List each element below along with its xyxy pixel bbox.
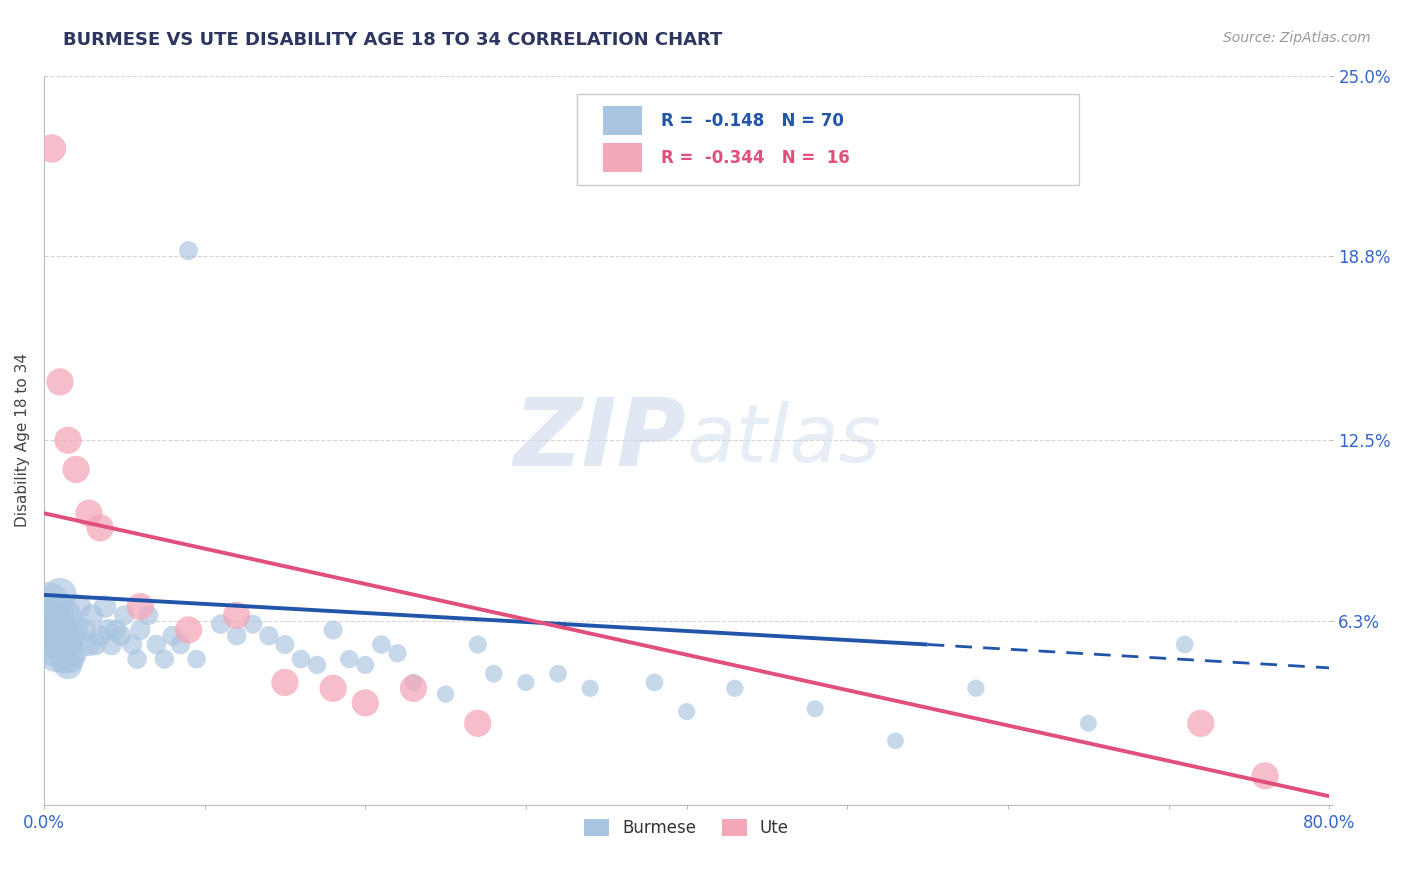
Point [48, 629, 70, 643]
Point [84, 638, 107, 652]
Point [675, 705, 697, 719]
Point [49, 375, 72, 389]
Point [274, 675, 297, 690]
Text: Source: ZipAtlas.com: Source: ZipAtlas.com [1223, 31, 1371, 45]
Point [65, 462, 87, 476]
Point [467, 638, 489, 652]
Legend: Burmese, Ute: Burmese, Ute [578, 813, 796, 844]
Point [337, 652, 360, 666]
Point [42, 608, 65, 623]
Point [41, 141, 63, 155]
Point [354, 696, 377, 710]
Point [110, 629, 132, 643]
Point [77, 506, 100, 520]
Point [322, 681, 344, 696]
Point [100, 638, 122, 652]
Point [37, 599, 59, 614]
Point [38, 617, 60, 632]
Point [82, 608, 104, 623]
Point [209, 617, 232, 632]
Point [547, 666, 569, 681]
Point [965, 681, 987, 696]
Point [121, 638, 143, 652]
Point [55, 638, 77, 652]
Point [49, 588, 72, 602]
Point [467, 716, 489, 731]
Point [67, 599, 90, 614]
Point [370, 638, 392, 652]
Point [1174, 638, 1197, 652]
Point [56, 608, 79, 623]
Point [129, 623, 152, 637]
Point [804, 702, 827, 716]
Point [402, 675, 425, 690]
Point [724, 681, 747, 696]
Point [56, 657, 79, 672]
Point [884, 734, 907, 748]
Point [129, 599, 152, 614]
Point [1077, 716, 1099, 731]
Point [45, 646, 67, 660]
FancyBboxPatch shape [603, 144, 641, 172]
Point [63, 646, 86, 660]
Point [145, 638, 167, 652]
Point [59, 638, 82, 652]
Point [105, 623, 128, 637]
Point [60, 652, 83, 666]
Point [53, 652, 76, 666]
FancyBboxPatch shape [578, 94, 1078, 185]
Point [44, 623, 66, 637]
Point [290, 652, 312, 666]
Point [177, 623, 200, 637]
Text: R =  -0.344   N =  16: R = -0.344 N = 16 [661, 149, 849, 167]
Y-axis label: Disability Age 18 to 34: Disability Age 18 to 34 [15, 353, 30, 527]
Point [65, 623, 87, 637]
Point [49, 623, 72, 637]
FancyBboxPatch shape [603, 106, 641, 136]
Point [225, 608, 247, 623]
Text: BURMESE VS UTE DISABILITY AGE 18 TO 34 CORRELATION CHART: BURMESE VS UTE DISABILITY AGE 18 TO 34 C… [63, 31, 723, 49]
Point [73, 623, 96, 637]
Point [322, 623, 344, 637]
Point [39, 629, 62, 643]
Point [274, 638, 297, 652]
Point [186, 652, 208, 666]
Point [89, 521, 111, 535]
Text: ZIP: ZIP [513, 394, 686, 486]
Point [354, 657, 377, 672]
Point [51, 638, 73, 652]
Point [402, 681, 425, 696]
Text: atlas: atlas [686, 401, 882, 479]
Point [125, 652, 148, 666]
Point [434, 687, 457, 701]
Point [77, 638, 100, 652]
Point [62, 629, 84, 643]
Point [136, 608, 159, 623]
Point [112, 608, 135, 623]
Point [177, 244, 200, 258]
Point [515, 675, 537, 690]
Point [162, 629, 184, 643]
Point [52, 623, 75, 637]
Point [56, 434, 79, 448]
Point [242, 617, 264, 632]
Point [1189, 716, 1212, 731]
Point [305, 657, 328, 672]
Point [225, 629, 247, 643]
Point [94, 599, 117, 614]
Point [89, 629, 111, 643]
Point [1254, 769, 1277, 783]
Point [482, 666, 505, 681]
Point [257, 629, 280, 643]
Point [41, 638, 63, 652]
Point [97, 623, 120, 637]
Point [579, 681, 602, 696]
Point [153, 652, 176, 666]
Point [387, 646, 409, 660]
Point [643, 675, 665, 690]
Text: R =  -0.148   N = 70: R = -0.148 N = 70 [661, 112, 844, 130]
Point [169, 638, 191, 652]
